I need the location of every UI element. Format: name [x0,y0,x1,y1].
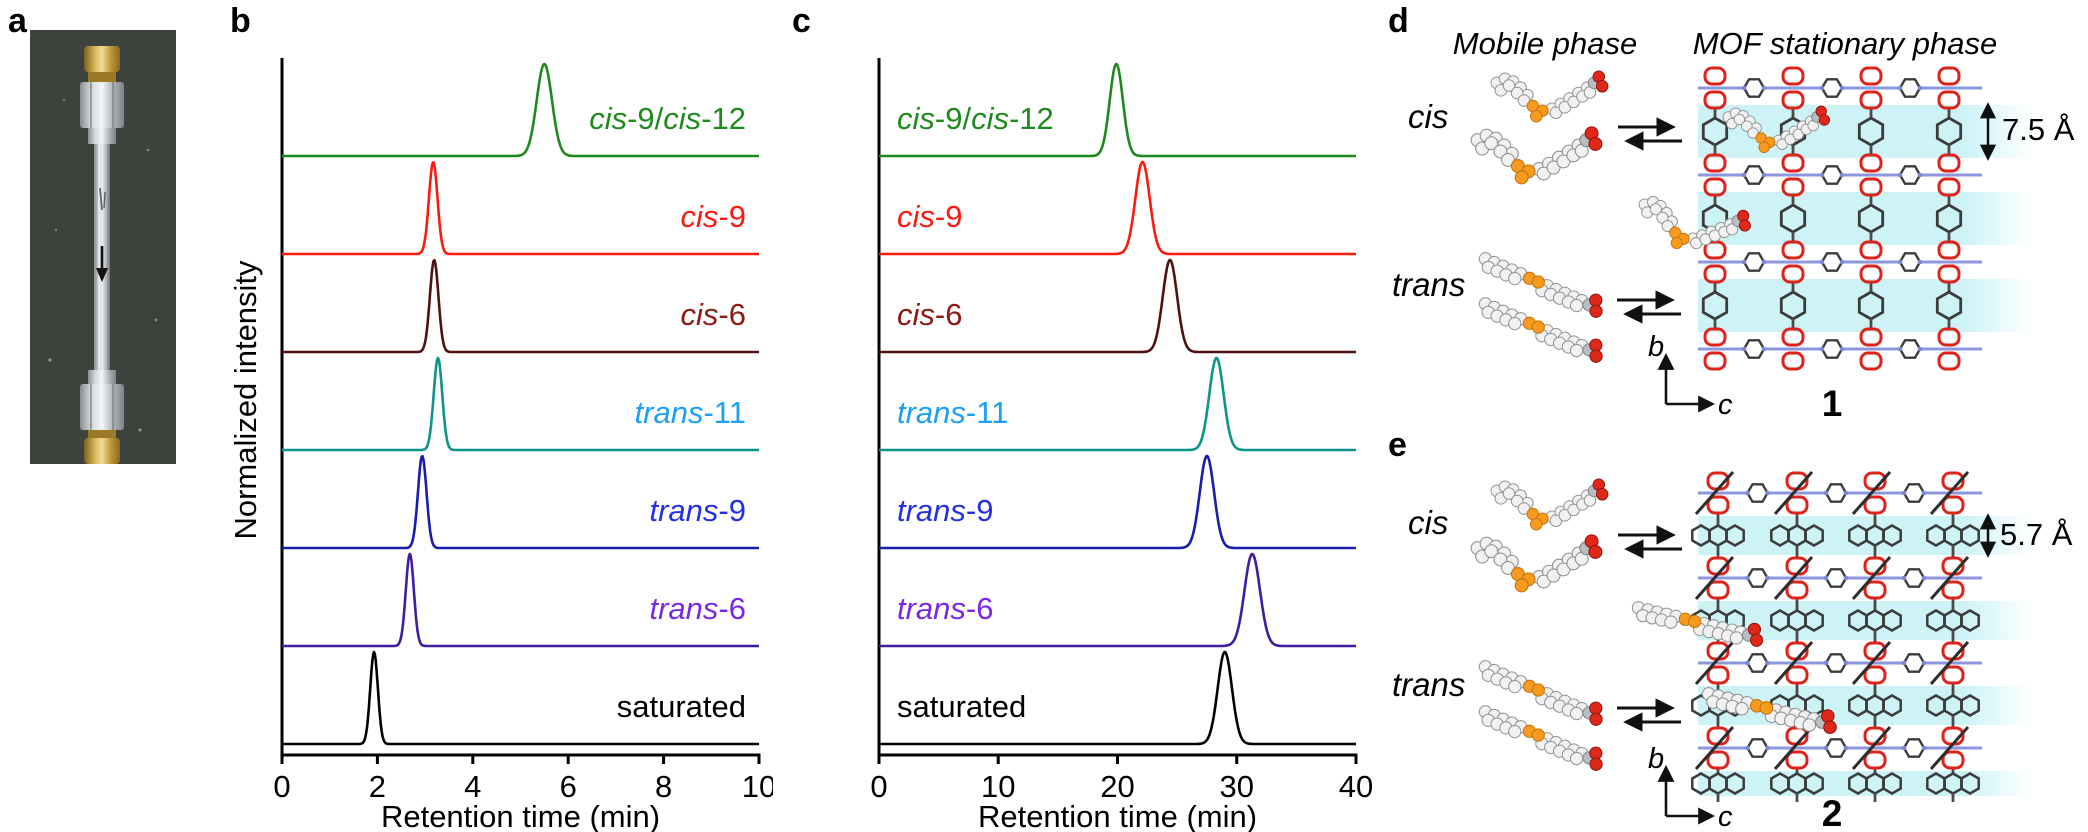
trace-label-cis-9: cis-9 [681,199,746,234]
hplc-column [80,46,124,464]
mobile-phase-header: Mobile phase [1452,26,1638,61]
axis-b-label: b [1648,331,1664,363]
x-tick-label: 0 [870,769,887,804]
paddlewheel-node [1937,153,1961,173]
flow-direction-arrow-icon [96,246,108,282]
column-photo [30,30,176,464]
paddlewheel-node [1937,327,1961,347]
paddlewheel-node [1937,240,1961,260]
trace-saturated [878,650,1357,746]
paddlewheel-node [1937,66,1961,86]
axis-b-label: b [1648,743,1664,775]
paddlewheel-node [1859,153,1883,173]
panel-label-a: a [8,2,27,40]
cis-label-d: cis [1408,98,1449,135]
panel-label-d: d [1388,2,1409,40]
channel-band [1698,516,2032,555]
trace-label-trans-6: trans-6 [650,591,747,626]
trace-label-saturated: saturated [897,689,1026,724]
trace-label-cis-6: cis-6 [897,297,962,332]
trans-label-e: trans [1392,666,1466,703]
trace-trans-9 [281,454,760,550]
trace-label-cis-9/cis-12: cis-9/cis-12 [897,101,1054,136]
trace-cis-9/cis-12 [878,62,1357,158]
trace-cis-6 [281,258,760,354]
trace-cis-9 [878,160,1357,256]
x-tick-label: 10 [742,769,773,804]
trace-trans-11 [281,356,760,452]
trace-label-saturated: saturated [617,689,746,724]
axis-c-label: c [1718,389,1733,421]
paddlewheel-node [1703,327,1727,347]
panel-label-e: e [1388,426,1407,464]
x-tick-label: 0 [273,769,290,804]
x-axis-title: Retention time (min) [978,799,1257,832]
x-tick-label: 8 [655,769,672,804]
x-tick-label: 30 [1220,769,1254,804]
pore-size-e: 5.7 Å [2000,517,2073,552]
trace-label-trans-6: trans-6 [897,591,994,626]
x-tick-label: 6 [560,769,577,804]
crystal-axes-e: b c [1648,743,1733,832]
trace-trans-11 [878,356,1357,452]
paddlewheel-node [1859,66,1883,86]
crystal-axes-d: b c [1648,331,1733,421]
panel-label-c: c [792,2,811,40]
trace-cis-6 [878,258,1357,354]
mof-1-structure [1632,66,2032,371]
x-tick-label: 4 [464,769,481,804]
structure-number-2: 2 [1821,793,1843,832]
x-tick-label: 2 [369,769,386,804]
structure-number-1: 1 [1821,383,1843,424]
paddlewheel-node [1703,153,1727,173]
trace-label-trans-9: trans-9 [897,493,994,528]
trans-label-d: trans [1392,266,1466,303]
trace-saturated [281,650,760,746]
x-tick-label: 40 [1339,769,1373,804]
y-axis-title: Normalized intensity [228,260,263,540]
trace-trans-9 [878,454,1357,550]
stationary-phase-header: MOF stationary phase [1692,26,1998,61]
paddlewheel-node [1781,153,1805,173]
chromatogram-panel-b: 0 2 4 6 8 10 Retention time (min) cis-9/cis-12 c… [273,58,773,832]
paddlewheel-node [1781,66,1805,86]
x-tick-label: 10 [981,769,1015,804]
paddlewheel-node [1859,240,1883,260]
x-axis-title: Retention time (min) [381,799,660,832]
trace-label-cis-6: cis-6 [681,297,746,332]
paddlewheel-node [1703,240,1727,260]
trace-label-trans-9: trans-9 [650,493,747,528]
channel-band [1698,279,2032,332]
x-tick-label: 20 [1100,769,1134,804]
paddlewheel-node [1703,66,1727,86]
trace-label-trans-11: trans-11 [635,395,746,430]
chromatogram-panel-c: 0 10 20 30 40 Retention time (min) cis-9/cis-1… [870,58,1373,832]
trace-label-cis-9: cis-9 [897,199,962,234]
pore-size-d: 7.5 Å [2002,112,2075,147]
paddlewheel-node [1781,240,1805,260]
paddlewheel-node [1859,327,1883,347]
trace-label-cis-9/cis-12: cis-9/cis-12 [589,101,746,136]
mof-2-structure [1631,471,2032,802]
trace-cis-9 [281,161,760,256]
cis-label-e: cis [1408,504,1449,541]
trace-trans-6 [281,552,760,648]
panel-label-b: b [230,2,251,40]
channel-band [1698,192,2032,245]
axis-c-label: c [1718,801,1733,832]
paddlewheel-node [1781,327,1805,347]
channel-band [1698,771,2032,796]
trace-label-trans-11: trans-11 [897,395,1008,430]
trace-trans-6 [878,552,1357,648]
column-marking [99,187,106,211]
trace-cis-9/cis-12 [281,62,760,158]
